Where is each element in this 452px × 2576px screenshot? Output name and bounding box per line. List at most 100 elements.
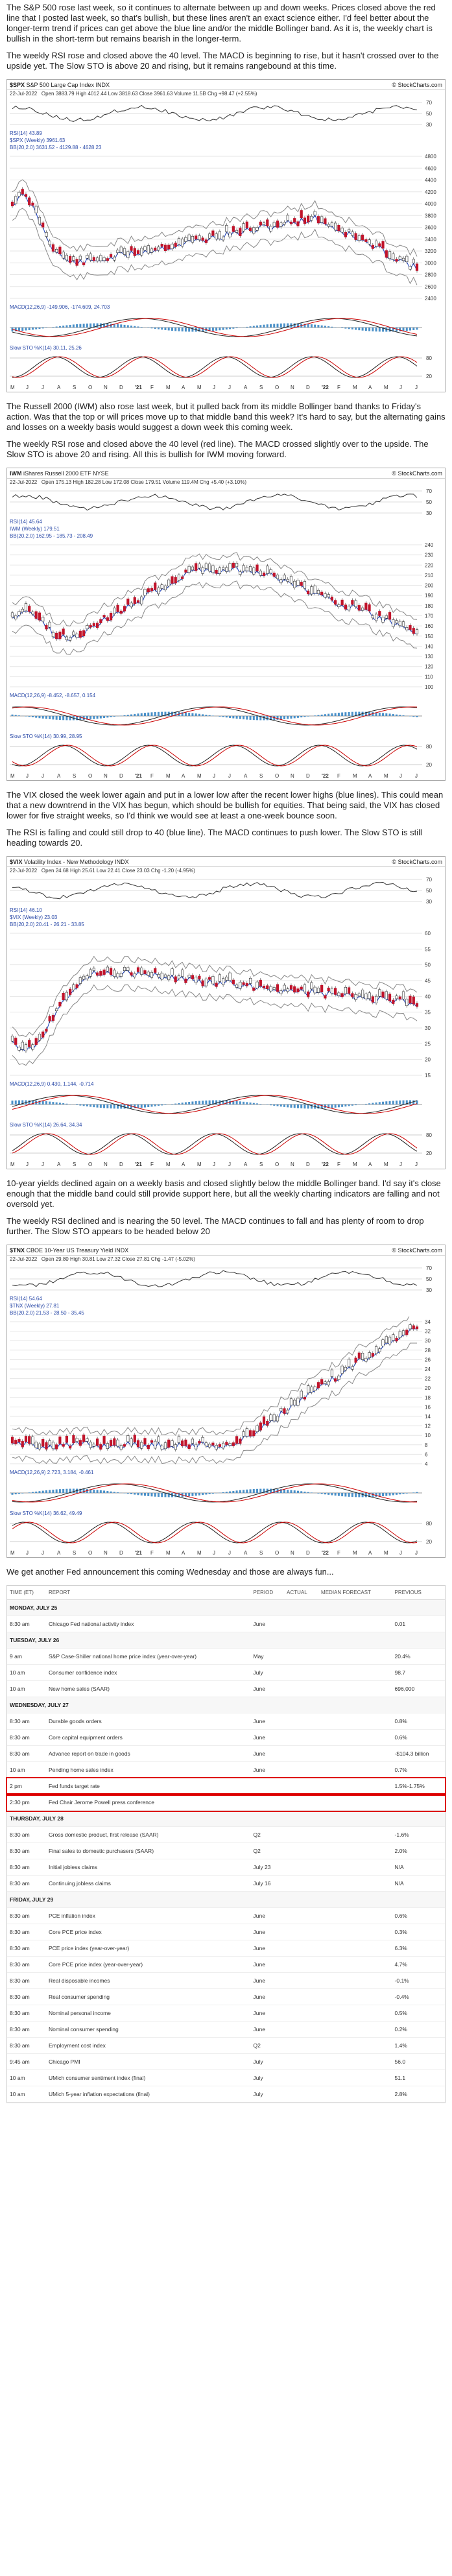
- calendar-cell-actual: [284, 2005, 319, 2021]
- candle-body: [239, 571, 242, 575]
- calendar-day-row: TUESDAY, JULY 26: [7, 1632, 445, 1649]
- macd-histogram-bar: [300, 1491, 303, 1493]
- x-tick-label: '21: [135, 773, 142, 779]
- macd-histogram-bar: [243, 716, 245, 720]
- macd-histogram-bar: [222, 1492, 224, 1493]
- macd-histogram-bar: [110, 716, 112, 717]
- macd-histogram-bar: [89, 1489, 92, 1493]
- macd-histogram-bar: [195, 713, 197, 716]
- y-tick-label: 190: [425, 593, 434, 599]
- candle-body: [38, 217, 42, 224]
- macd-histogram-bar: [372, 712, 374, 716]
- candle-body: [361, 990, 364, 998]
- macd-histogram-bar: [283, 716, 285, 720]
- bb-legend: BB(20,2.0) 21.53 - 28.50 - 35.45: [10, 1310, 84, 1316]
- macd-histogram-bar: [113, 324, 115, 328]
- calendar-cell-report: Core PCE price index: [46, 1924, 251, 1940]
- candle-body: [75, 259, 78, 266]
- calendar-cell-report: Consumer confidence index: [46, 1664, 251, 1681]
- x-tick-label: J: [228, 1550, 231, 1556]
- calendar-cell-previous: 0.6%: [392, 1907, 445, 1924]
- candle-body: [150, 1440, 154, 1443]
- candle-body: [106, 1443, 109, 1449]
- candle-body: [392, 1334, 395, 1341]
- candle-body: [344, 604, 347, 610]
- candle-body: [201, 1437, 204, 1442]
- macd-histogram-bar: [35, 328, 38, 329]
- bb-lower-line: [12, 1342, 417, 1464]
- macd-histogram-bar: [113, 716, 115, 717]
- candle-body: [99, 255, 102, 261]
- macd-histogram-bar: [31, 716, 34, 718]
- calendar-cell-time: 10 am: [7, 1664, 46, 1681]
- macd-histogram-bar: [205, 1493, 208, 1495]
- calendar-cell-actual: [284, 2069, 319, 2086]
- x-tick-label: D: [119, 1162, 123, 1167]
- candle-body: [398, 256, 401, 260]
- macd-histogram-bar: [38, 328, 41, 329]
- macd-histogram-bar: [372, 328, 374, 331]
- candle-body: [405, 1330, 409, 1335]
- macd-histogram-bar: [174, 1493, 177, 1497]
- calendar-cell-report: Durable goods orders: [46, 1713, 251, 1730]
- candle-body: [256, 227, 259, 231]
- candle-body: [163, 1442, 167, 1449]
- candle-body: [232, 1442, 235, 1446]
- candle-body: [388, 612, 392, 620]
- candle-body: [72, 631, 75, 636]
- candle-body: [415, 263, 419, 271]
- candle-body: [337, 1376, 340, 1380]
- macd-histogram-bar: [392, 714, 394, 716]
- macd-histogram-bar: [358, 1493, 361, 1497]
- candle-body: [239, 228, 242, 236]
- x-tick-label: F: [337, 1162, 340, 1167]
- candle-body: [228, 1443, 232, 1446]
- candle-body: [72, 984, 75, 990]
- candle-body: [269, 986, 272, 992]
- macd-histogram-bar: [126, 325, 129, 328]
- calendar-cell-forecast: [318, 1940, 392, 1957]
- candle-body: [28, 1040, 31, 1047]
- x-tick-label: D: [119, 1550, 123, 1556]
- candle-body: [337, 992, 340, 996]
- macd-histogram-bar: [137, 713, 139, 716]
- x-tick-label: J: [399, 1550, 402, 1556]
- candle-body: [337, 225, 340, 232]
- candle-body: [143, 589, 147, 596]
- candle-body: [154, 968, 157, 973]
- macd-histogram-bar: [361, 1493, 364, 1497]
- y-tick-label: 28: [425, 1348, 431, 1354]
- candle-body: [195, 235, 198, 240]
- candle-body: [262, 222, 266, 225]
- x-tick-label: M: [166, 1162, 171, 1167]
- macd-histogram-bar: [31, 328, 34, 330]
- candle-body: [130, 972, 133, 976]
- macd-histogram-bar: [307, 1492, 309, 1493]
- candle-body: [184, 978, 187, 983]
- sto-tick-label: 80: [426, 1521, 432, 1527]
- candle-body: [198, 975, 201, 980]
- calendar-cell-time: 8:30 am: [7, 1988, 46, 2005]
- macd-histogram-bar: [202, 328, 204, 332]
- sto-legend: Slow STO %K(14) 26.64, 34.34: [10, 1122, 82, 1128]
- y-tick-label: 26: [425, 1357, 431, 1363]
- rsi-tick-label: 30: [426, 122, 432, 128]
- macd-histogram-bar: [246, 1489, 248, 1493]
- macd-histogram-bar: [55, 1489, 58, 1493]
- rsi-legend: RSI(14) 43.89: [10, 130, 42, 136]
- candle-body: [65, 636, 68, 641]
- macd-histogram-bar: [123, 324, 126, 328]
- macd-histogram-bar: [208, 328, 211, 331]
- candle-body: [78, 1440, 82, 1446]
- candle-body: [174, 577, 177, 584]
- candle-body: [167, 1439, 171, 1448]
- candle-body: [211, 565, 215, 573]
- y-tick-label: 230: [425, 553, 434, 558]
- chart-ohlc-values: Open 24.68 High 25.61 Low 22.41 Close 23…: [41, 868, 195, 874]
- calendar-row: 8:30 am Durable goods orders June 0.8%: [7, 1713, 445, 1730]
- macd-histogram-bar: [144, 713, 147, 716]
- candle-body: [334, 1378, 337, 1382]
- sto-legend: Slow STO %K(14) 30.11, 25.26: [10, 345, 82, 351]
- macd-histogram-bar: [405, 1100, 408, 1104]
- calendar-cell-forecast: [318, 2086, 392, 2103]
